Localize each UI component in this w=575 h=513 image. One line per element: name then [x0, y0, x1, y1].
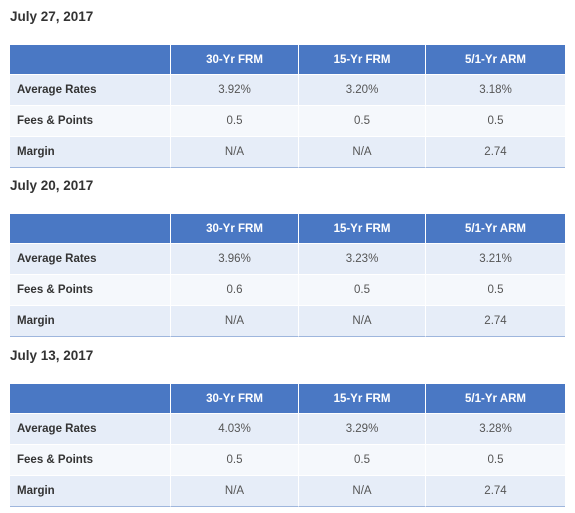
header-15yr-frm: 15-Yr FRM — [299, 384, 426, 413]
cell-30yr: N/A — [171, 305, 299, 337]
cell-15yr: N/A — [299, 136, 426, 168]
cell-30yr: 3.92% — [171, 74, 299, 105]
cell-arm: 2.74 — [426, 305, 565, 337]
cell-15yr: 3.29% — [299, 413, 426, 444]
cell-30yr: N/A — [171, 136, 299, 168]
row-label: Margin — [10, 475, 171, 507]
row-label: Margin — [10, 305, 171, 337]
table-row-margin: Margin N/A N/A 2.74 — [10, 305, 565, 337]
cell-15yr: 0.5 — [299, 274, 426, 305]
header-5-1yr-arm: 5/1-Yr ARM — [426, 45, 565, 74]
cell-15yr: 0.5 — [299, 444, 426, 475]
cell-arm: 0.5 — [426, 274, 565, 305]
cell-15yr: N/A — [299, 475, 426, 507]
table-row-fees-points: Fees & Points 0.5 0.5 0.5 — [10, 105, 565, 136]
cell-30yr: 0.6 — [171, 274, 299, 305]
table-row-margin: Margin N/A N/A 2.74 — [10, 136, 565, 168]
cell-30yr: 0.5 — [171, 444, 299, 475]
cell-arm: 3.21% — [426, 243, 565, 274]
table-header-row: 30-Yr FRM 15-Yr FRM 5/1-Yr ARM — [10, 384, 565, 413]
cell-arm: 2.74 — [426, 475, 565, 507]
rate-section-july-27: July 27, 2017 30-Yr FRM 15-Yr FRM 5/1-Yr… — [10, 8, 565, 168]
row-label: Margin — [10, 136, 171, 168]
section-date: July 27, 2017 — [10, 9, 94, 24]
table-row-average-rates: Average Rates 3.92% 3.20% 3.18% — [10, 74, 565, 105]
table-header-row: 30-Yr FRM 15-Yr FRM 5/1-Yr ARM — [10, 214, 565, 243]
section-date: July 13, 2017 — [10, 348, 94, 363]
table-row-average-rates: Average Rates 4.03% 3.29% 3.28% — [10, 413, 565, 444]
cell-15yr: 0.5 — [299, 105, 426, 136]
cell-30yr: 3.96% — [171, 243, 299, 274]
table-header-row: 30-Yr FRM 15-Yr FRM 5/1-Yr ARM — [10, 45, 565, 74]
row-label: Average Rates — [10, 413, 171, 444]
row-label: Average Rates — [10, 74, 171, 105]
rate-section-july-20: July 20, 2017 30-Yr FRM 15-Yr FRM 5/1-Yr… — [10, 177, 565, 337]
header-15yr-frm: 15-Yr FRM — [299, 45, 426, 74]
cell-15yr: 3.23% — [299, 243, 426, 274]
header-empty-cell — [10, 214, 171, 243]
section-date: July 20, 2017 — [10, 178, 94, 193]
cell-arm: 2.74 — [426, 136, 565, 168]
row-label: Fees & Points — [10, 274, 171, 305]
header-empty-cell — [10, 45, 171, 74]
header-30yr-frm: 30-Yr FRM — [171, 384, 299, 413]
cell-arm: 3.18% — [426, 74, 565, 105]
cell-arm: 0.5 — [426, 105, 565, 136]
cell-15yr: 3.20% — [299, 74, 426, 105]
cell-arm: 0.5 — [426, 444, 565, 475]
header-30yr-frm: 30-Yr FRM — [171, 214, 299, 243]
header-30yr-frm: 30-Yr FRM — [171, 45, 299, 74]
rates-table: 30-Yr FRM 15-Yr FRM 5/1-Yr ARM Average R… — [10, 45, 565, 168]
rates-table: 30-Yr FRM 15-Yr FRM 5/1-Yr ARM Average R… — [10, 384, 565, 507]
table-row-margin: Margin N/A N/A 2.74 — [10, 475, 565, 507]
cell-30yr: 0.5 — [171, 105, 299, 136]
cell-15yr: N/A — [299, 305, 426, 337]
row-label: Average Rates — [10, 243, 171, 274]
row-label: Fees & Points — [10, 444, 171, 475]
header-empty-cell — [10, 384, 171, 413]
rate-section-july-13: July 13, 2017 30-Yr FRM 15-Yr FRM 5/1-Yr… — [10, 347, 565, 507]
row-label: Fees & Points — [10, 105, 171, 136]
table-row-fees-points: Fees & Points 0.6 0.5 0.5 — [10, 274, 565, 305]
table-row-average-rates: Average Rates 3.96% 3.23% 3.21% — [10, 243, 565, 274]
header-5-1yr-arm: 5/1-Yr ARM — [426, 214, 565, 243]
rates-table: 30-Yr FRM 15-Yr FRM 5/1-Yr ARM Average R… — [10, 214, 565, 337]
header-15yr-frm: 15-Yr FRM — [299, 214, 426, 243]
cell-30yr: N/A — [171, 475, 299, 507]
header-5-1yr-arm: 5/1-Yr ARM — [426, 384, 565, 413]
cell-30yr: 4.03% — [171, 413, 299, 444]
table-row-fees-points: Fees & Points 0.5 0.5 0.5 — [10, 444, 565, 475]
cell-arm: 3.28% — [426, 413, 565, 444]
